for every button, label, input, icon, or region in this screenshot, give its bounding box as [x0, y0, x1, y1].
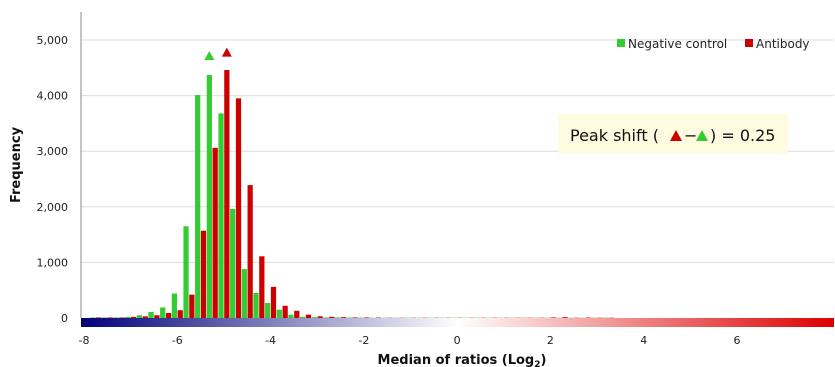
- bar-negative-control: [136, 315, 143, 318]
- bar-antibody: [130, 316, 137, 318]
- gridlines: [81, 39, 834, 263]
- bar-negative-control: [253, 292, 259, 318]
- x-axis-title-tail: ): [541, 353, 547, 367]
- annotation-red-triangle-icon: [670, 130, 682, 141]
- legend: Negative control Antibody: [617, 37, 810, 51]
- y-axis-ticks: 0 1,000 2,000 3,000 4,000 5,000: [37, 34, 69, 325]
- bar-antibody: [550, 317, 556, 318]
- y-tick-label: 5,000: [37, 34, 69, 47]
- x-tick-label: 0: [454, 334, 461, 347]
- y-axis-title: Frequency: [9, 126, 24, 203]
- bar-antibody: [224, 70, 230, 318]
- bar-antibody: [119, 317, 125, 318]
- bar-antibody: [154, 315, 160, 318]
- bar-negative-control: [218, 113, 224, 318]
- legend-swatch-antibody: [745, 39, 753, 47]
- x-tick-label: -2: [358, 334, 369, 347]
- bar-negative-control: [230, 209, 236, 318]
- x-axis-ticks: -8 -6 -4 -2 0 2 4 6: [79, 334, 741, 347]
- bar-negative-control: [148, 311, 154, 318]
- bar-antibody: [212, 147, 218, 318]
- bar-negative-control: [90, 317, 96, 318]
- legend-label-negative-control: Negative control: [628, 37, 727, 51]
- y-tick-label: 4,000: [37, 90, 69, 103]
- bar-negative-control: [101, 317, 108, 318]
- peak-markers: [204, 47, 232, 61]
- y-tick-label: 0: [61, 312, 68, 325]
- bar-negative-control: [300, 316, 306, 318]
- x-tick-label: -8: [79, 334, 90, 347]
- bar-negative-control: [195, 95, 201, 318]
- x-axis-title: Median of ratios (Log2): [378, 353, 547, 367]
- bar-antibody: [305, 314, 312, 318]
- x-tick-label: 4: [640, 334, 647, 347]
- bars: [90, 70, 615, 318]
- colorbar: [81, 318, 834, 327]
- bar-negative-control: [206, 75, 212, 318]
- bar-negative-control: [288, 314, 294, 318]
- bar-negative-control: [125, 316, 131, 318]
- annotation-box: [558, 114, 788, 154]
- bar-antibody: [95, 317, 102, 318]
- y-tick-label: 1,000: [37, 256, 69, 269]
- bar-antibody: [352, 317, 358, 318]
- bar-antibody: [364, 317, 370, 318]
- bar-antibody: [329, 316, 335, 318]
- x-tick-label: 6: [734, 334, 741, 347]
- bar-negative-control: [323, 317, 329, 318]
- y-tick-label: 3,000: [37, 145, 69, 158]
- x-tick-label: 2: [547, 334, 554, 347]
- bar-negative-control: [241, 269, 247, 318]
- peak-shift-annotation: Peak shift ( − ) = 0.25: [558, 114, 788, 154]
- x-axis-title-subscript: 2: [534, 360, 540, 367]
- peak-marker-negative-control: [204, 51, 215, 61]
- legend-label-antibody: Antibody: [756, 37, 810, 51]
- peak-marker-antibody: [221, 47, 232, 57]
- legend-swatch-negative-control: [617, 39, 625, 47]
- x-axis-title-main: Median of ratios (Log: [378, 353, 535, 367]
- bar-antibody: [562, 317, 568, 318]
- annotation-suffix: ) = 0.25: [710, 126, 775, 145]
- annotation-green-triangle-icon: [696, 130, 708, 141]
- bar-negative-control: [311, 317, 317, 318]
- bar-antibody: [259, 256, 265, 318]
- annotation-dash: −: [684, 126, 697, 145]
- bar-antibody: [142, 316, 148, 318]
- bar-antibody: [340, 317, 347, 318]
- bar-antibody: [107, 317, 113, 318]
- annotation-prefix: Peak shift (: [570, 126, 659, 145]
- bar-antibody: [282, 305, 288, 318]
- bar-antibody: [235, 98, 242, 318]
- bar-antibody: [270, 286, 277, 318]
- bar-negative-control: [171, 293, 177, 318]
- bar-antibody: [177, 310, 183, 318]
- bar-antibody: [200, 230, 207, 318]
- bar-negative-control: [265, 302, 271, 318]
- bar-negative-control: [335, 317, 341, 318]
- bar-negative-control: [113, 317, 119, 318]
- x-tick-label: -6: [172, 334, 183, 347]
- bar-antibody: [294, 310, 300, 318]
- x-tick-label: -4: [265, 334, 276, 347]
- bar-antibody: [189, 294, 195, 318]
- bar-antibody: [165, 312, 172, 318]
- bar-negative-control: [183, 226, 189, 318]
- bar-antibody: [247, 185, 253, 318]
- bar-negative-control: [160, 307, 166, 318]
- bar-antibody: [317, 316, 323, 318]
- bar-negative-control: [276, 309, 282, 318]
- y-tick-label: 2,000: [37, 201, 69, 214]
